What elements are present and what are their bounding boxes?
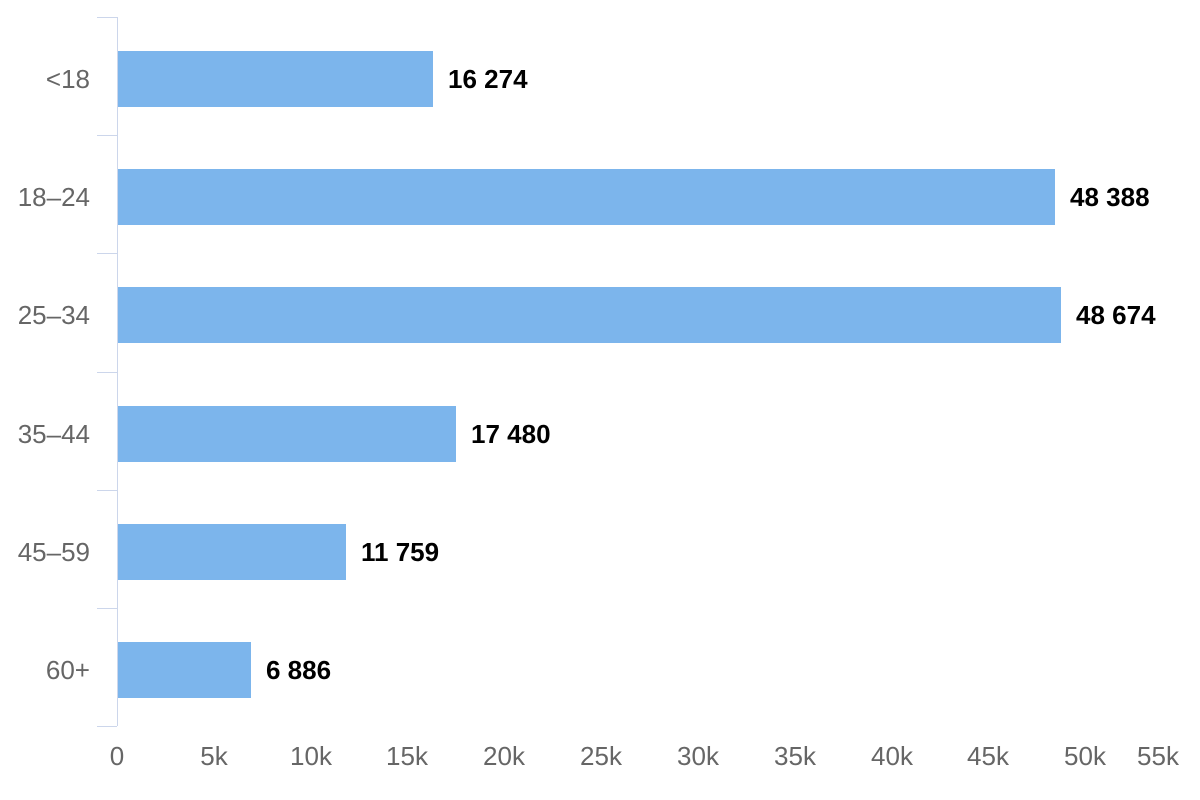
category-label: <18 bbox=[45, 64, 90, 94]
bar-25–34[interactable] bbox=[118, 287, 1061, 343]
y-axis-tick bbox=[97, 608, 117, 609]
x-axis-tick-label: 45k bbox=[967, 741, 1009, 771]
value-label: 6 886 bbox=[266, 655, 332, 685]
x-axis-tick-label: 35k bbox=[774, 741, 816, 771]
category-label: 45–59 bbox=[17, 537, 90, 567]
x-axis-tick-label: 10k bbox=[290, 741, 332, 771]
y-axis-tick bbox=[97, 17, 117, 18]
y-axis-tick bbox=[97, 253, 117, 254]
value-label: 48 674 bbox=[1076, 300, 1156, 330]
x-axis-tick-label: 55k bbox=[1137, 741, 1179, 771]
category-label: 25–34 bbox=[17, 300, 90, 330]
value-label: 16 274 bbox=[448, 64, 528, 94]
x-axis-tick-label: 15k bbox=[386, 741, 428, 771]
x-axis-tick-label: 20k bbox=[483, 741, 525, 771]
y-axis-tick bbox=[97, 490, 117, 491]
x-axis-tick-label: 40k bbox=[871, 741, 913, 771]
y-axis-line bbox=[117, 17, 118, 726]
x-axis-tick-label: 30k bbox=[677, 741, 719, 771]
bar-45–59[interactable] bbox=[118, 524, 346, 580]
bar-<18[interactable] bbox=[118, 51, 433, 107]
value-label: 11 759 bbox=[361, 537, 440, 567]
y-axis-tick bbox=[97, 372, 117, 373]
value-label: 48 388 bbox=[1070, 182, 1150, 212]
category-label: 18–24 bbox=[17, 182, 90, 212]
x-axis-tick-label: 5k bbox=[200, 741, 228, 771]
x-axis-tick-label: 0 bbox=[109, 741, 125, 771]
value-label: 17 480 bbox=[471, 419, 551, 449]
x-axis-tick-label: 50k bbox=[1064, 741, 1106, 771]
bar-60+[interactable] bbox=[118, 642, 251, 698]
category-label: 35–44 bbox=[17, 419, 90, 449]
bar-18–24[interactable] bbox=[118, 169, 1055, 225]
category-label: 60+ bbox=[45, 655, 90, 685]
y-axis-tick bbox=[97, 135, 117, 136]
x-axis-tick-label: 25k bbox=[580, 741, 622, 771]
y-axis-tick bbox=[97, 726, 117, 727]
bar-35–44[interactable] bbox=[118, 406, 456, 462]
